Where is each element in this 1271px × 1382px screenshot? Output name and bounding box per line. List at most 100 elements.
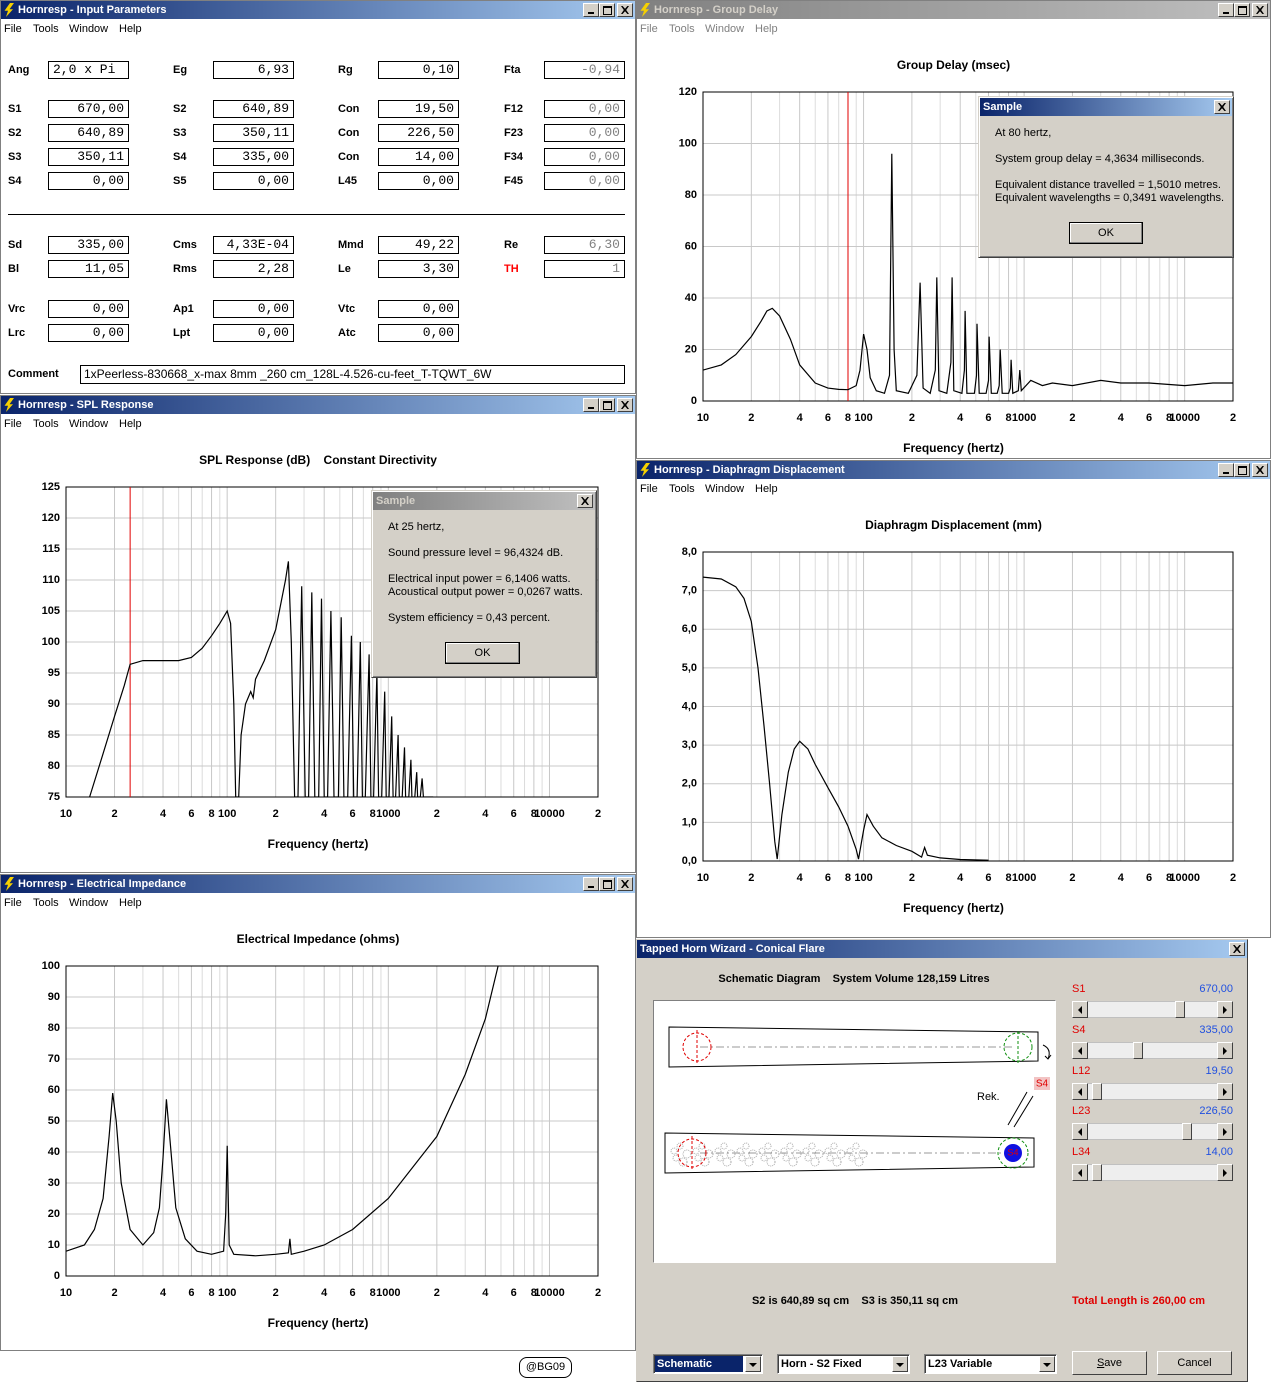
menu-item[interactable]: Tools bbox=[33, 418, 59, 430]
close-button[interactable] bbox=[1229, 942, 1245, 956]
param-field[interactable]: 49,22 bbox=[378, 236, 459, 254]
param-field[interactable]: 0,00 bbox=[544, 172, 625, 190]
ok-button[interactable]: OK bbox=[1069, 222, 1143, 244]
menu-item[interactable]: Help bbox=[119, 23, 142, 35]
close-button[interactable] bbox=[1252, 463, 1268, 477]
ok-button[interactable]: OK bbox=[445, 642, 520, 664]
param-field[interactable]: 0,00 bbox=[213, 172, 294, 190]
minimize-button[interactable] bbox=[1218, 3, 1234, 17]
param-field[interactable]: 0,00 bbox=[48, 172, 129, 190]
slider-arrow[interactable] bbox=[1217, 1164, 1233, 1181]
wizard-button[interactable]: Save bbox=[1072, 1351, 1147, 1375]
slider-arrow[interactable] bbox=[1217, 1123, 1233, 1140]
slider-arrow[interactable] bbox=[1217, 1083, 1233, 1100]
param-field[interactable]: 1 bbox=[544, 260, 625, 278]
dropdown-button[interactable] bbox=[745, 1356, 761, 1372]
param-field[interactable]: 0,00 bbox=[213, 300, 294, 318]
wizard-button[interactable]: Cancel bbox=[1157, 1351, 1232, 1375]
slider-track[interactable] bbox=[1072, 1123, 1233, 1140]
close-button[interactable] bbox=[617, 398, 633, 412]
slider-thumb[interactable] bbox=[1175, 1001, 1185, 1018]
close-button[interactable] bbox=[617, 877, 633, 891]
param-field[interactable]: 0,00 bbox=[544, 148, 625, 166]
menu-item[interactable]: Tools bbox=[669, 23, 695, 35]
menu-item[interactable]: Help bbox=[755, 23, 778, 35]
menu-item[interactable]: File bbox=[4, 418, 22, 430]
param-field[interactable]: 14,00 bbox=[378, 148, 459, 166]
menu-item[interactable]: Window bbox=[69, 897, 109, 909]
param-field[interactable]: 2,28 bbox=[213, 260, 294, 278]
menu-item[interactable]: File bbox=[640, 23, 658, 35]
param-field[interactable]: 3,30 bbox=[378, 260, 459, 278]
menu-item[interactable]: File bbox=[4, 897, 22, 909]
close-button[interactable] bbox=[1252, 3, 1268, 17]
param-field[interactable]: 0,10 bbox=[378, 61, 459, 79]
comment-field[interactable]: 1xPeerless-830668_x-max 8mm _260 cm_128L… bbox=[80, 365, 625, 384]
param-field[interactable]: 640,89 bbox=[213, 100, 294, 118]
param-field[interactable]: 0,00 bbox=[48, 324, 129, 342]
param-field[interactable]: 2,0 x Pi bbox=[48, 61, 129, 79]
slider-track[interactable] bbox=[1072, 1001, 1233, 1018]
param-field[interactable]: 335,00 bbox=[213, 148, 294, 166]
minimize-button[interactable] bbox=[583, 3, 599, 17]
slider-arrow[interactable] bbox=[1217, 1042, 1233, 1059]
menu-item[interactable]: File bbox=[640, 483, 658, 495]
dropdown[interactable] bbox=[777, 1354, 910, 1374]
dropdown-button[interactable] bbox=[1039, 1356, 1055, 1372]
close-button[interactable] bbox=[1214, 100, 1230, 114]
dropdown-button[interactable] bbox=[892, 1356, 908, 1372]
param-field[interactable]: -0,94 bbox=[544, 61, 625, 79]
menu-item[interactable]: Window bbox=[69, 418, 109, 430]
param-field[interactable]: 0,00 bbox=[48, 300, 129, 318]
maximize-button[interactable] bbox=[599, 877, 615, 891]
param-field[interactable]: 640,89 bbox=[48, 124, 129, 142]
param-field[interactable]: 350,11 bbox=[213, 124, 294, 142]
slider-arrow[interactable] bbox=[1072, 1123, 1088, 1140]
param-field[interactable]: 19,50 bbox=[378, 100, 459, 118]
param-field[interactable]: 350,11 bbox=[48, 148, 129, 166]
maximize-button[interactable] bbox=[599, 3, 615, 17]
param-field[interactable]: 0,00 bbox=[544, 100, 625, 118]
menu-item[interactable]: File bbox=[4, 23, 22, 35]
param-field[interactable]: 670,00 bbox=[48, 100, 129, 118]
maximize-button[interactable] bbox=[1234, 3, 1250, 17]
slider-arrow[interactable] bbox=[1072, 1083, 1088, 1100]
param-field[interactable]: 4,33E-04 bbox=[213, 236, 294, 254]
menu-item[interactable]: Window bbox=[705, 23, 745, 35]
menu-item[interactable]: Help bbox=[755, 483, 778, 495]
param-field[interactable]: 335,00 bbox=[48, 236, 129, 254]
menu-item[interactable]: Tools bbox=[669, 483, 695, 495]
menu-item[interactable]: Window bbox=[705, 483, 745, 495]
slider-thumb[interactable] bbox=[1182, 1123, 1192, 1140]
slider-thumb[interactable] bbox=[1133, 1042, 1143, 1059]
menu-item[interactable]: Tools bbox=[33, 23, 59, 35]
maximize-button[interactable] bbox=[1234, 463, 1250, 477]
param-field[interactable]: 0,00 bbox=[378, 172, 459, 190]
menu-item[interactable]: Help bbox=[119, 897, 142, 909]
param-field[interactable]: 6,30 bbox=[544, 236, 625, 254]
slider-thumb[interactable] bbox=[1092, 1083, 1102, 1100]
slider-arrow[interactable] bbox=[1072, 1001, 1088, 1018]
minimize-button[interactable] bbox=[583, 398, 599, 412]
menu-item[interactable]: Help bbox=[119, 418, 142, 430]
dropdown[interactable] bbox=[924, 1354, 1057, 1374]
param-field[interactable]: 0,00 bbox=[378, 324, 459, 342]
param-field[interactable]: 6,93 bbox=[213, 61, 294, 79]
param-field[interactable]: 0,00 bbox=[378, 300, 459, 318]
slider-track[interactable] bbox=[1072, 1042, 1233, 1059]
minimize-button[interactable] bbox=[583, 877, 599, 891]
close-button[interactable] bbox=[617, 3, 633, 17]
menu-item[interactable]: Window bbox=[69, 23, 109, 35]
slider-arrow[interactable] bbox=[1217, 1001, 1233, 1018]
param-field[interactable]: 0,00 bbox=[213, 324, 294, 342]
param-field[interactable]: 11,05 bbox=[48, 260, 129, 278]
param-field[interactable]: 226,50 bbox=[378, 124, 459, 142]
param-field[interactable]: 0,00 bbox=[544, 124, 625, 142]
slider-arrow[interactable] bbox=[1072, 1042, 1088, 1059]
slider-thumb[interactable] bbox=[1092, 1164, 1102, 1181]
maximize-button[interactable] bbox=[599, 398, 615, 412]
close-button[interactable] bbox=[577, 494, 593, 508]
minimize-button[interactable] bbox=[1218, 463, 1234, 477]
menu-item[interactable]: Tools bbox=[33, 897, 59, 909]
slider-arrow[interactable] bbox=[1072, 1164, 1088, 1181]
